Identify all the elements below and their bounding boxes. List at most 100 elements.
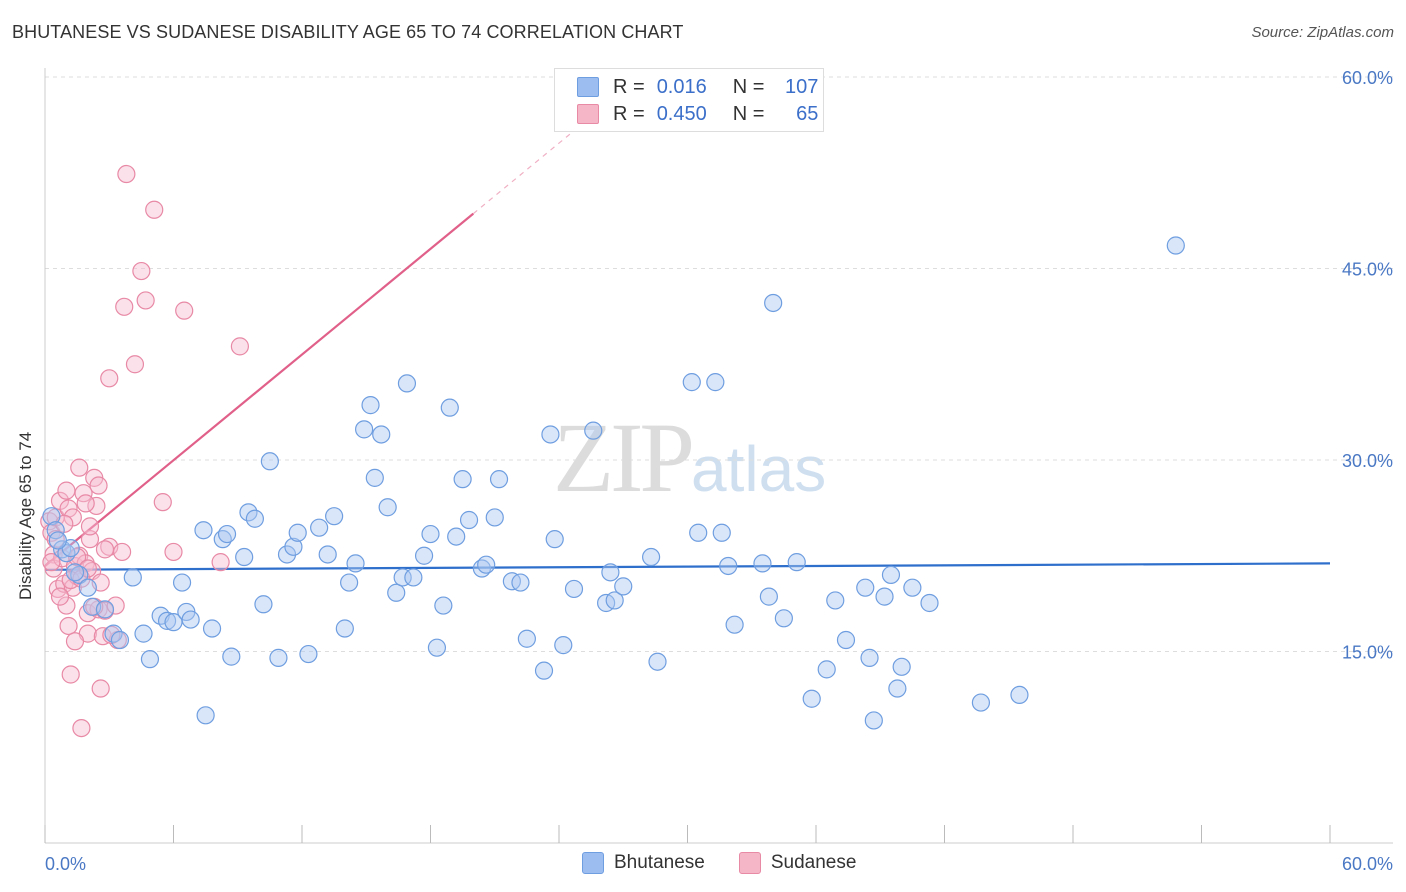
bhutanese-point — [641, 547, 661, 567]
bhutanese-point — [719, 556, 738, 576]
series-legend: Bhutanese Sudanese — [582, 852, 856, 874]
legend-swatch-bhutanese — [577, 77, 599, 97]
bhutanese-point — [194, 521, 213, 540]
legend-swatch-sudanese — [738, 852, 761, 874]
legend-row-bhutanese: R = 0.016 N = 107 — [577, 74, 818, 100]
sudanese-point — [80, 530, 100, 549]
sudanese-point — [87, 496, 106, 516]
chart-title: BHUTANESE VS SUDANESE DISABILITY AGE 65 … — [12, 22, 684, 42]
bhutanese-point — [856, 578, 875, 597]
bhutanese-point — [361, 396, 380, 415]
legend-swatch-bhutanese — [582, 852, 604, 874]
legend-r-label: R = — [613, 102, 645, 125]
bhutanese-point — [601, 563, 620, 582]
bhutanese-point — [440, 398, 459, 417]
source-label: Source: ZipAtlas.com — [1251, 24, 1394, 41]
bhutanese-point — [397, 374, 417, 393]
bhutanese-point — [172, 573, 192, 592]
bhutanese-point — [181, 610, 200, 629]
bhutanese-point — [860, 648, 879, 667]
bhutanese-point — [787, 553, 806, 572]
bhutanese-point — [648, 652, 667, 671]
y-tick-label: 15.0% — [1342, 643, 1393, 663]
bhutanese-point — [511, 573, 530, 592]
bhutanese-point — [335, 619, 354, 638]
bhutanese-point — [65, 563, 85, 582]
bhutanese-point — [288, 523, 307, 542]
sudanese-point — [70, 458, 89, 477]
bhutanese-point — [725, 615, 744, 634]
sudanese-point — [136, 291, 155, 310]
sudanese-point — [42, 553, 61, 572]
legend-r-label: R = — [613, 75, 645, 98]
bhutanese-point — [134, 624, 153, 643]
bhutanese-point — [614, 577, 633, 596]
y-tick-label: 60.0% — [1342, 68, 1393, 88]
sudanese-point — [211, 553, 230, 572]
y-tick-label: 30.0% — [1342, 451, 1393, 471]
bhutanese-point — [260, 452, 279, 471]
bhutanese-point — [881, 565, 901, 585]
bhutanese-point — [284, 537, 303, 556]
bhutanese-point — [245, 509, 264, 528]
watermark: ZIPatlas — [553, 400, 826, 515]
bhutanese-point — [920, 593, 939, 613]
sudanese-point — [145, 200, 164, 219]
legend-n-label: N = — [732, 75, 765, 98]
bhutanese-point — [434, 596, 453, 615]
sudanese-point — [117, 164, 136, 184]
bhutanese-point — [421, 524, 440, 544]
bhutanese-point — [123, 568, 142, 587]
legend-n-value: 107 — [785, 75, 819, 98]
legend-r-value: 0.450 — [656, 102, 707, 125]
bhutanese-point — [387, 583, 406, 602]
watermark-atlas: atlas — [691, 433, 827, 505]
bhutanese-point — [48, 531, 67, 550]
bhutanese-point — [414, 546, 434, 565]
bhutanese-point — [836, 630, 856, 650]
bhutanese-point — [817, 660, 836, 679]
sudanese-point — [91, 679, 110, 698]
data-points — [40, 164, 1185, 738]
sudanese-point — [125, 355, 145, 374]
bhutanese-point — [459, 510, 479, 530]
bhutanese-point — [340, 573, 359, 592]
y-tick-label: 45.0% — [1342, 260, 1393, 280]
bhutanese-point — [774, 609, 793, 628]
bhutanese-point — [269, 648, 288, 667]
sudanese-point — [95, 540, 115, 559]
bhutanese-point — [447, 527, 466, 546]
sudanese-point — [61, 665, 80, 684]
bhutanese-point — [325, 507, 344, 526]
sudanese-point — [65, 632, 85, 651]
sudanese-point — [115, 297, 134, 316]
bhutanese-point — [554, 636, 573, 655]
bhutanese-point — [541, 425, 560, 444]
bhutanese-point — [971, 693, 991, 712]
bhutanese-point — [517, 629, 536, 648]
sudanese-trend-extension — [472, 125, 581, 215]
bhutanese-point — [196, 706, 215, 725]
sudanese-point — [132, 261, 151, 281]
bhutanese-point — [235, 547, 254, 567]
bhutanese-point — [157, 611, 177, 630]
trend-lines — [44, 125, 1331, 571]
bhutanese-point — [764, 293, 783, 313]
bhutanese-point — [95, 600, 115, 619]
bhutanese-point — [42, 507, 61, 526]
sudanese-point — [230, 337, 249, 356]
watermark-zip: ZIP — [553, 402, 695, 513]
bhutanese-point — [1166, 236, 1185, 255]
bhutanese-point — [564, 579, 584, 599]
bhutanese-point — [355, 420, 374, 439]
bhutanese-point — [712, 523, 731, 542]
sudanese-point — [59, 616, 78, 636]
bhutanese-point — [78, 578, 97, 597]
bhutanese-point — [682, 373, 701, 392]
bhutanese-point — [346, 554, 365, 573]
sudanese-point — [57, 596, 76, 615]
bhutanese-point — [1010, 685, 1029, 705]
bhutanese-point — [706, 373, 725, 392]
sudanese-point — [153, 493, 172, 512]
bhutanese-point — [605, 591, 624, 610]
